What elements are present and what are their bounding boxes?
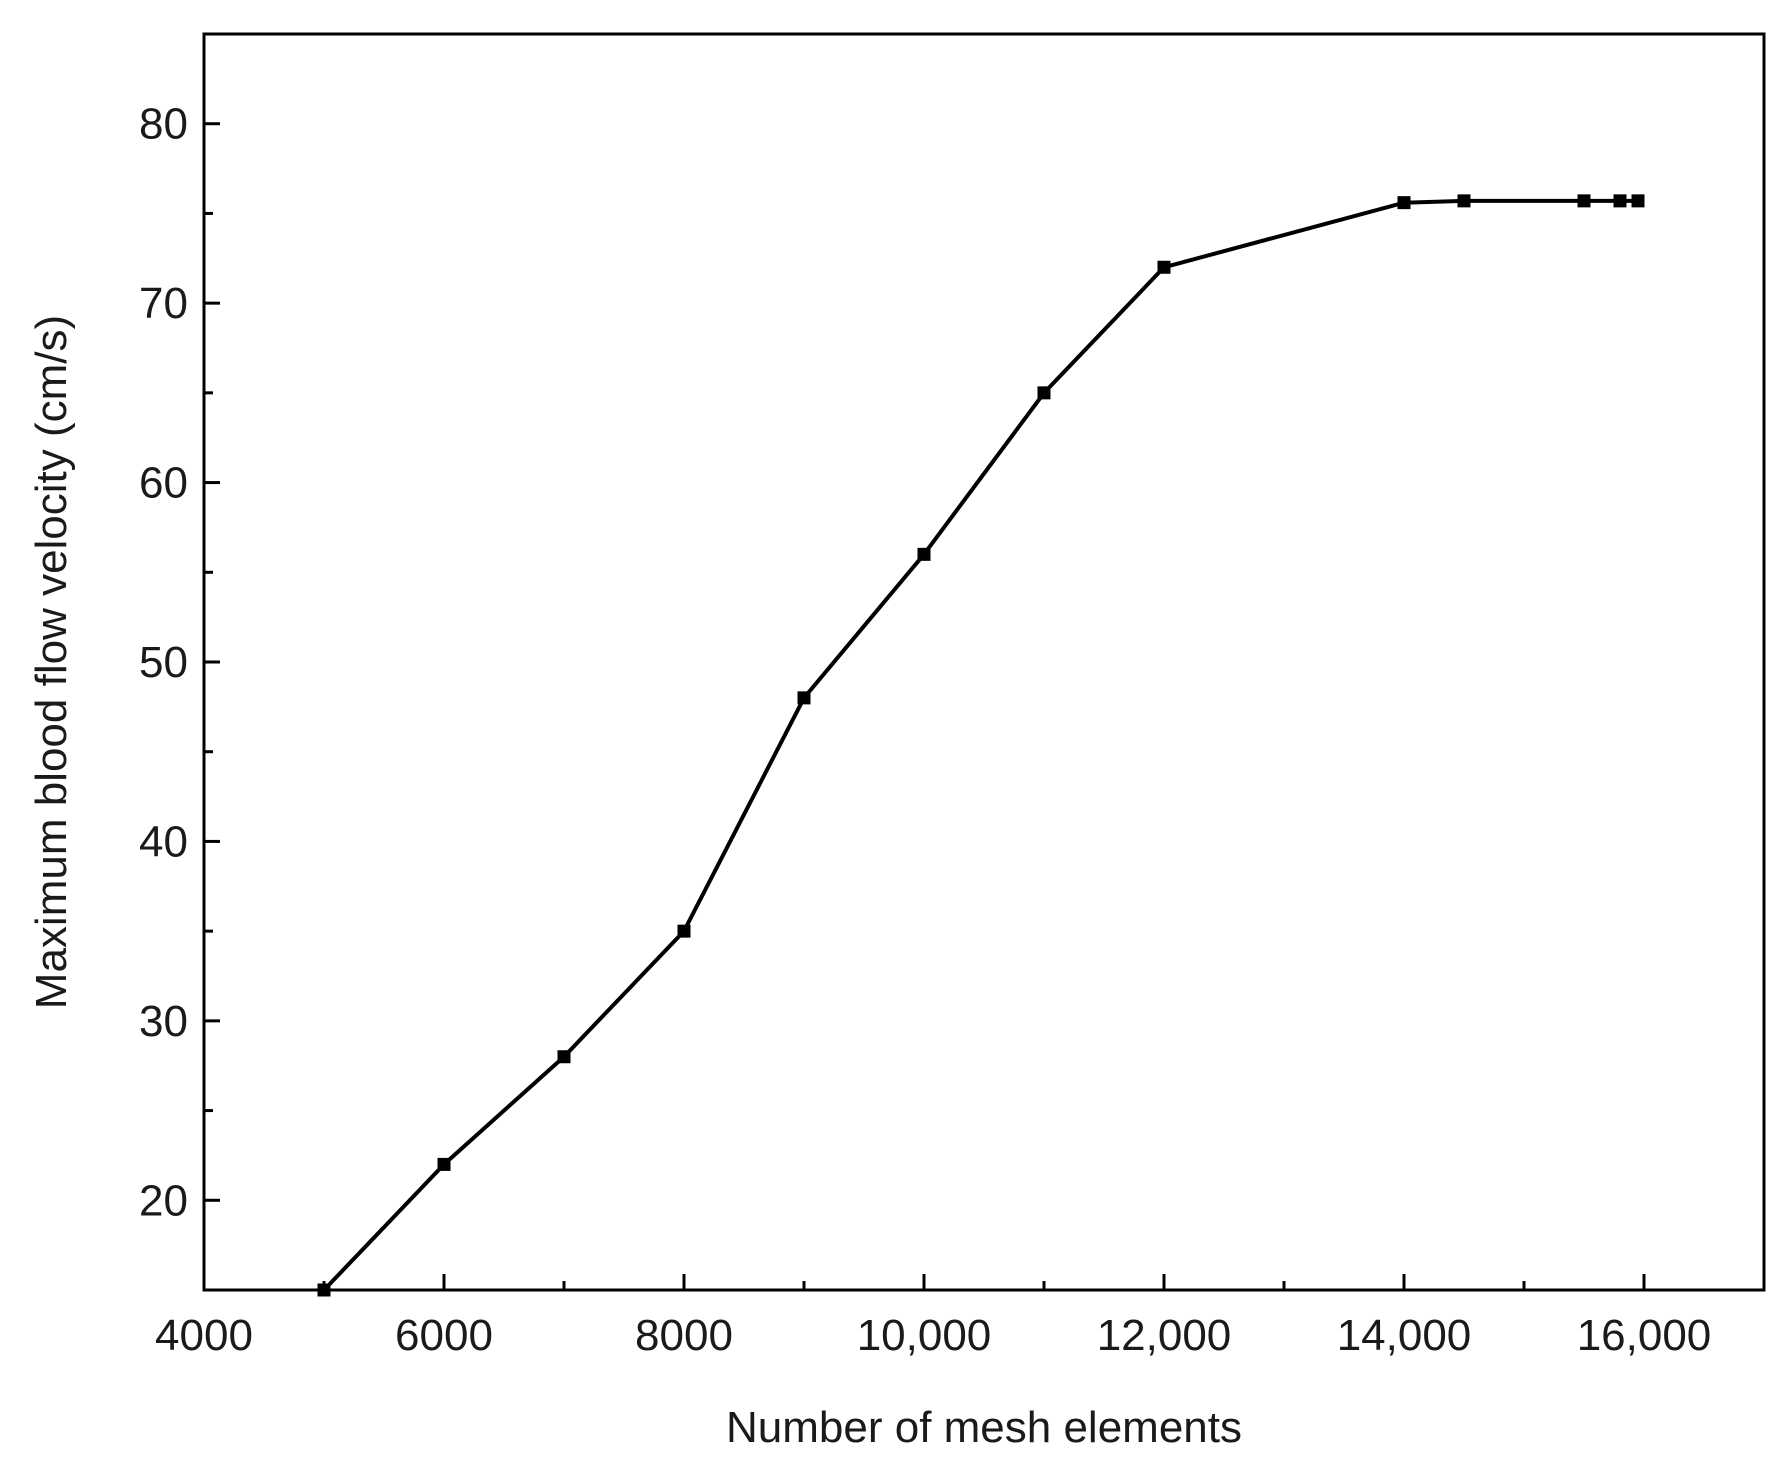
x-tick-label: 10,000 — [857, 1311, 992, 1360]
data-point — [557, 1050, 571, 1064]
series-line — [322, 198, 1638, 1292]
y-axis-title: Maximum blood flow velocity (cm/s) — [27, 315, 76, 1009]
y-axis-ticks — [204, 32, 220, 1292]
data-point — [1457, 194, 1471, 208]
data-point — [1397, 196, 1411, 210]
y-tick-label: 70 — [139, 279, 188, 328]
data-point — [797, 691, 811, 705]
x-tick-label: 6000 — [395, 1311, 493, 1360]
y-tick-label: 40 — [139, 817, 188, 866]
y-tick-label: 50 — [139, 638, 188, 687]
y-tick-label: 30 — [139, 997, 188, 1046]
x-tick-label: 4000 — [155, 1311, 253, 1360]
data-point — [1577, 194, 1591, 208]
x-axis-ticks — [202, 1274, 1766, 1290]
data-point — [1037, 386, 1051, 400]
data-point — [1157, 260, 1171, 274]
y-tick-label: 20 — [139, 1176, 188, 1225]
y-axis-tick-labels: 20 30 40 50 60 70 80 — [139, 100, 188, 1226]
x-tick-label: 12,000 — [1097, 1311, 1232, 1360]
data-point — [1613, 194, 1627, 208]
data-point — [677, 924, 691, 938]
data-point — [437, 1157, 451, 1171]
data-point — [1631, 194, 1645, 208]
data-markers — [317, 194, 1645, 1297]
data-point — [917, 547, 931, 561]
data-point — [317, 1283, 331, 1297]
x-axis-title: Number of mesh elements — [726, 1403, 1242, 1452]
x-axis-tick-labels: 4000 6000 8000 10,000 12,000 14,000 16,000 — [155, 1311, 1711, 1360]
x-tick-label: 14,000 — [1337, 1311, 1472, 1360]
plot-frame — [202, 32, 1766, 1292]
x-tick-label: 16,000 — [1577, 1311, 1712, 1360]
y-tick-label: 80 — [139, 100, 188, 149]
y-tick-label: 60 — [139, 459, 188, 508]
x-tick-label: 8000 — [635, 1311, 733, 1360]
